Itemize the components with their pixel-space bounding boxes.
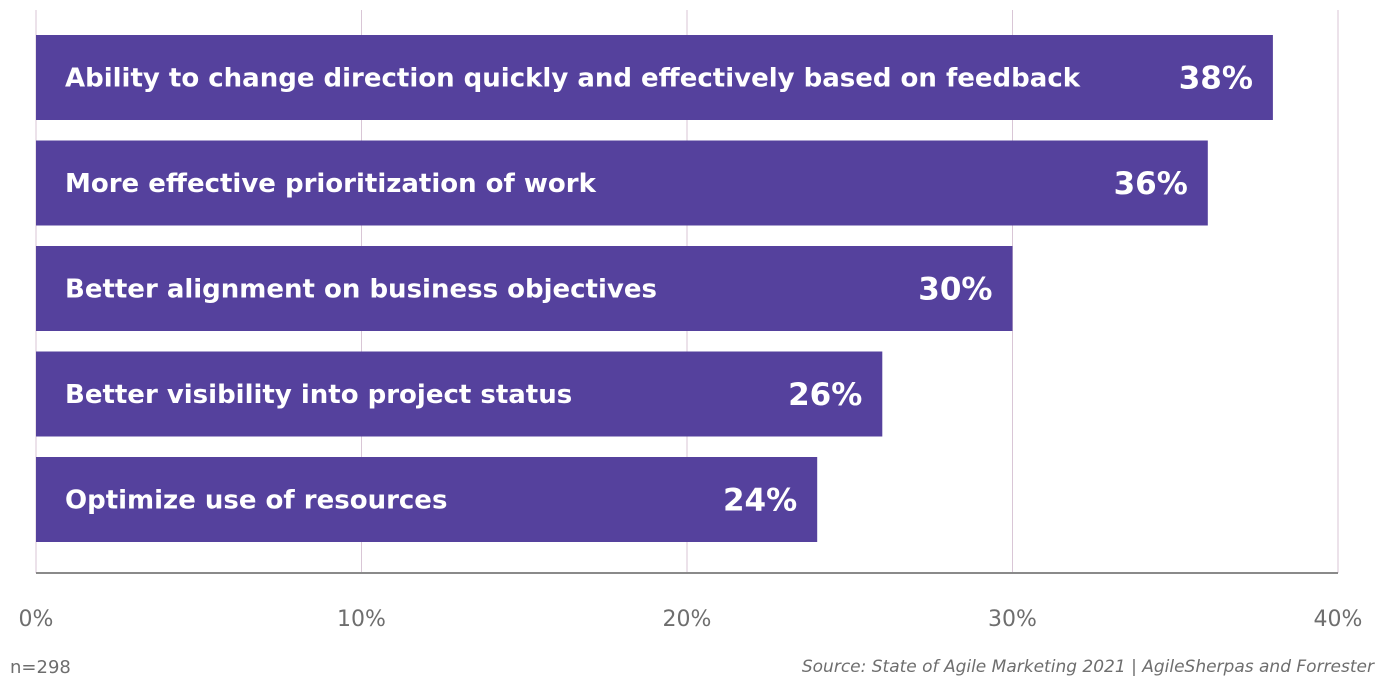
bars: Ability to change direction quickly and …	[36, 35, 1273, 542]
bar-value-2: 30%	[918, 272, 992, 308]
bar-label-0: Ability to change direction quickly and …	[65, 64, 1081, 94]
bar-1	[36, 140, 1208, 226]
bar-value-3: 26%	[788, 377, 862, 413]
source-credit: Source: State of Agile Marketing 2021 | …	[801, 657, 1374, 677]
x-tick-label-3: 30%	[988, 607, 1037, 632]
sample-size-note: n=298	[10, 657, 71, 678]
bar-3	[36, 351, 883, 437]
bar-2	[36, 246, 1013, 331]
bar-label-1: More effective prioritization of work	[65, 169, 597, 199]
x-axis-ticks: 0% 10% 20% 30% 40%	[19, 607, 1363, 632]
bar-0	[36, 35, 1273, 120]
bar-label-2: Better alignment on business objectives	[65, 275, 657, 305]
x-tick-label-1: 10%	[337, 607, 386, 632]
x-tick-label-0: 0%	[19, 607, 54, 632]
bar-label-3: Better visibility into project status	[65, 380, 572, 410]
x-tick-label-2: 20%	[663, 607, 712, 632]
bar-4	[36, 457, 818, 542]
bar-label-4: Optimize use of resources	[65, 486, 447, 516]
bar-value-1: 36%	[1114, 166, 1188, 202]
bar-value-4: 24%	[723, 483, 797, 519]
bar-value-0: 38%	[1179, 61, 1253, 97]
x-tick-label-4: 40%	[1314, 607, 1363, 632]
